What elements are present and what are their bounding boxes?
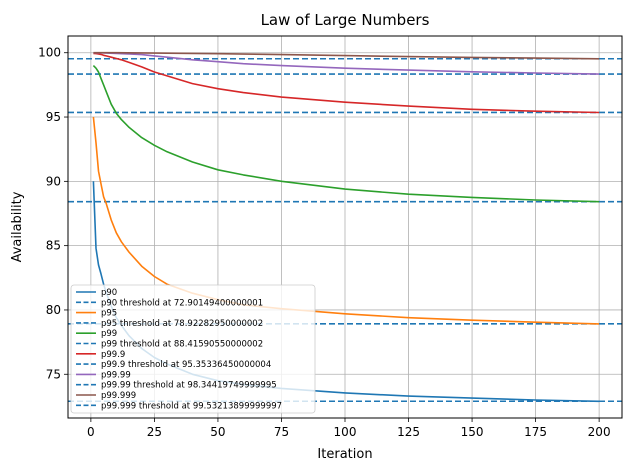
x-tick-label: 150 [461,425,484,439]
y-tick-label: 75 [46,367,61,381]
legend-label: p90 [101,288,117,298]
x-tick-label: 200 [588,425,611,439]
legend-label: p99.9 threshold at 95.35336450000004 [101,360,271,370]
chart-title: Law of Large Numbers [261,11,430,29]
series-line-p99-999 [93,51,600,60]
x-axis-ticks: 0 25 50 75 100 125 150 175 200 [87,418,611,439]
x-axis-label: Iteration [317,447,372,462]
series-line-p99-99 [93,52,600,75]
y-tick-label: 100 [38,46,61,60]
legend-label: p99.9 [101,350,125,360]
legend-label: p99.999 threshold at 99.53213899999997 [101,401,282,411]
x-tick-label: 125 [397,425,420,439]
legend-label: p99.999 [101,391,136,401]
y-tick-label: 85 [46,239,61,253]
x-tick-label: 25 [147,425,162,439]
y-axis-label: Availability [10,191,25,262]
x-tick-label: 100 [334,425,357,439]
y-axis-ticks: 75 80 85 90 95 100 [38,46,68,381]
legend-label: p95 threshold at 78.92282950000002 [101,319,263,329]
y-tick-label: 95 [46,110,61,124]
x-tick-label: 50 [210,425,225,439]
y-tick-label: 80 [46,303,61,317]
legend-box [70,284,316,414]
series-lines [92,51,600,403]
x-tick-label: 0 [87,425,95,439]
legend-label: p99 threshold at 88.41590550000002 [101,340,263,350]
y-tick-label: 90 [46,174,61,188]
x-tick-label: 175 [524,425,547,439]
legend-label: p99 [101,329,117,339]
series-line-p99-9 [93,52,600,114]
legend-label: p90 threshold at 72.90149400000001 [101,298,263,308]
legend-label: p99.99 threshold at 98.34419749999995 [101,381,277,391]
grid [68,36,622,418]
legend-label: p99.99 [101,370,131,380]
legend-label: p95 [101,309,117,319]
series-line-p99 [92,65,600,203]
series-line-p95 [92,116,600,325]
x-tick-label: 75 [274,425,289,439]
